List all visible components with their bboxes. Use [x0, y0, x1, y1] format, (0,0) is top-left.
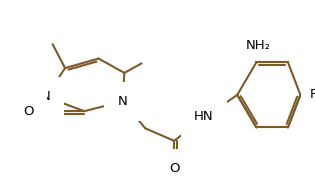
Text: F: F [310, 88, 315, 101]
Text: O: O [23, 105, 34, 118]
Text: O: O [169, 162, 179, 175]
Text: N: N [117, 95, 127, 108]
Text: N: N [41, 90, 51, 103]
Text: NH₂: NH₂ [246, 39, 271, 52]
Text: HN: HN [194, 110, 214, 123]
